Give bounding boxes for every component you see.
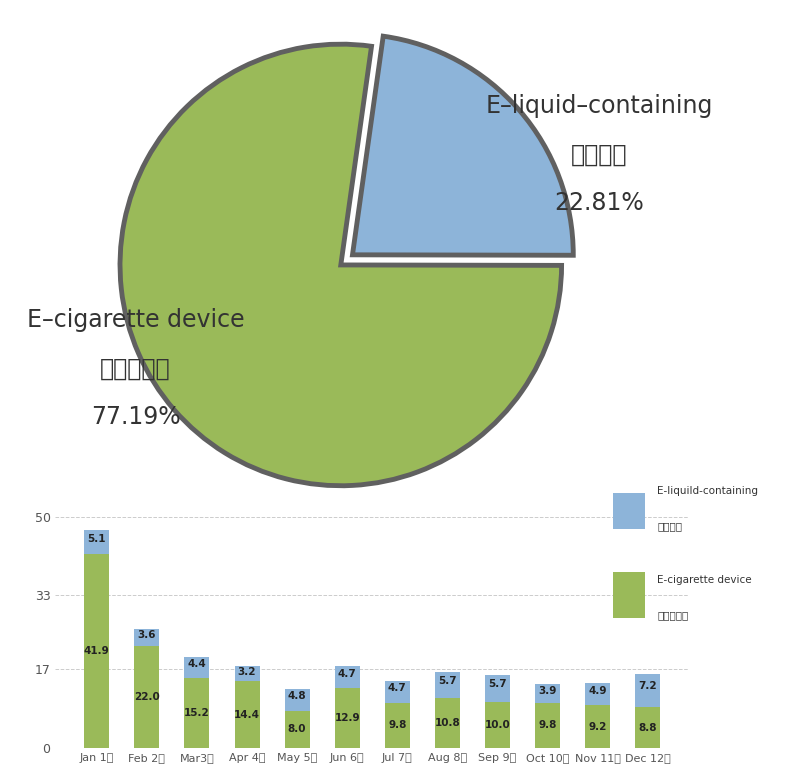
Text: 含烟油类: 含烟油类 [657, 521, 683, 531]
Text: 4.4: 4.4 [188, 659, 206, 669]
Wedge shape [352, 36, 573, 255]
Text: 14.4: 14.4 [234, 709, 260, 719]
Text: 5.7: 5.7 [438, 675, 457, 685]
Bar [485, 702, 510, 748]
Text: 10.0: 10.0 [485, 720, 510, 729]
Text: 3.2: 3.2 [238, 667, 257, 677]
Bar [335, 689, 360, 748]
Text: 3.6: 3.6 [138, 630, 156, 640]
Bar [185, 678, 209, 748]
Bar [135, 646, 159, 748]
Text: 9.8: 9.8 [539, 720, 557, 730]
FancyBboxPatch shape [613, 572, 645, 618]
Bar [585, 705, 610, 748]
Wedge shape [120, 44, 562, 486]
Bar [385, 702, 409, 748]
Text: 9.2: 9.2 [588, 722, 607, 732]
Bar [234, 666, 260, 682]
Text: 4.8: 4.8 [287, 692, 307, 702]
Text: E–liquid–containing: E–liquid–containing [485, 94, 713, 118]
Bar [284, 711, 310, 748]
Text: E-cigarette device: E-cigarette device [657, 575, 752, 585]
Text: 4.7: 4.7 [338, 669, 356, 679]
Bar [185, 657, 209, 678]
Bar [385, 681, 409, 702]
Text: 3.9: 3.9 [539, 686, 557, 695]
Bar [84, 530, 109, 554]
Text: 15.2: 15.2 [184, 708, 210, 718]
Text: 8.0: 8.0 [287, 725, 307, 734]
Bar [435, 698, 460, 748]
Text: 77.19%: 77.19% [90, 406, 181, 429]
Bar [84, 554, 109, 748]
Bar [635, 674, 661, 707]
Text: 7.2: 7.2 [638, 681, 657, 691]
Bar [135, 629, 159, 646]
Text: 41.9: 41.9 [84, 646, 109, 656]
Text: 22.0: 22.0 [134, 692, 160, 702]
Bar [234, 682, 260, 748]
Bar [635, 707, 661, 748]
Bar [284, 689, 310, 711]
Text: 22.81%: 22.81% [554, 191, 644, 215]
Text: 8.8: 8.8 [638, 722, 657, 732]
Bar [535, 685, 560, 702]
Text: E–cigarette device: E–cigarette device [27, 308, 244, 332]
FancyBboxPatch shape [613, 483, 645, 529]
Text: 电子烟设备: 电子烟设备 [657, 611, 688, 621]
Text: 10.8: 10.8 [435, 718, 460, 728]
Text: E-liquild-containing: E-liquild-containing [657, 486, 759, 496]
Bar [435, 672, 460, 698]
Text: 4.9: 4.9 [588, 685, 607, 695]
Bar [485, 675, 510, 702]
Text: 电子烟设备: 电子烟设备 [100, 357, 171, 381]
Text: 12.9: 12.9 [334, 713, 360, 723]
Bar [335, 666, 360, 689]
Bar [585, 682, 610, 705]
Text: 4.7: 4.7 [388, 683, 406, 693]
Text: 9.8: 9.8 [388, 720, 406, 730]
Text: 5.7: 5.7 [488, 679, 507, 689]
Text: 含烟油类: 含烟油类 [571, 143, 627, 167]
Bar [535, 702, 560, 748]
Text: 5.1: 5.1 [87, 534, 106, 544]
